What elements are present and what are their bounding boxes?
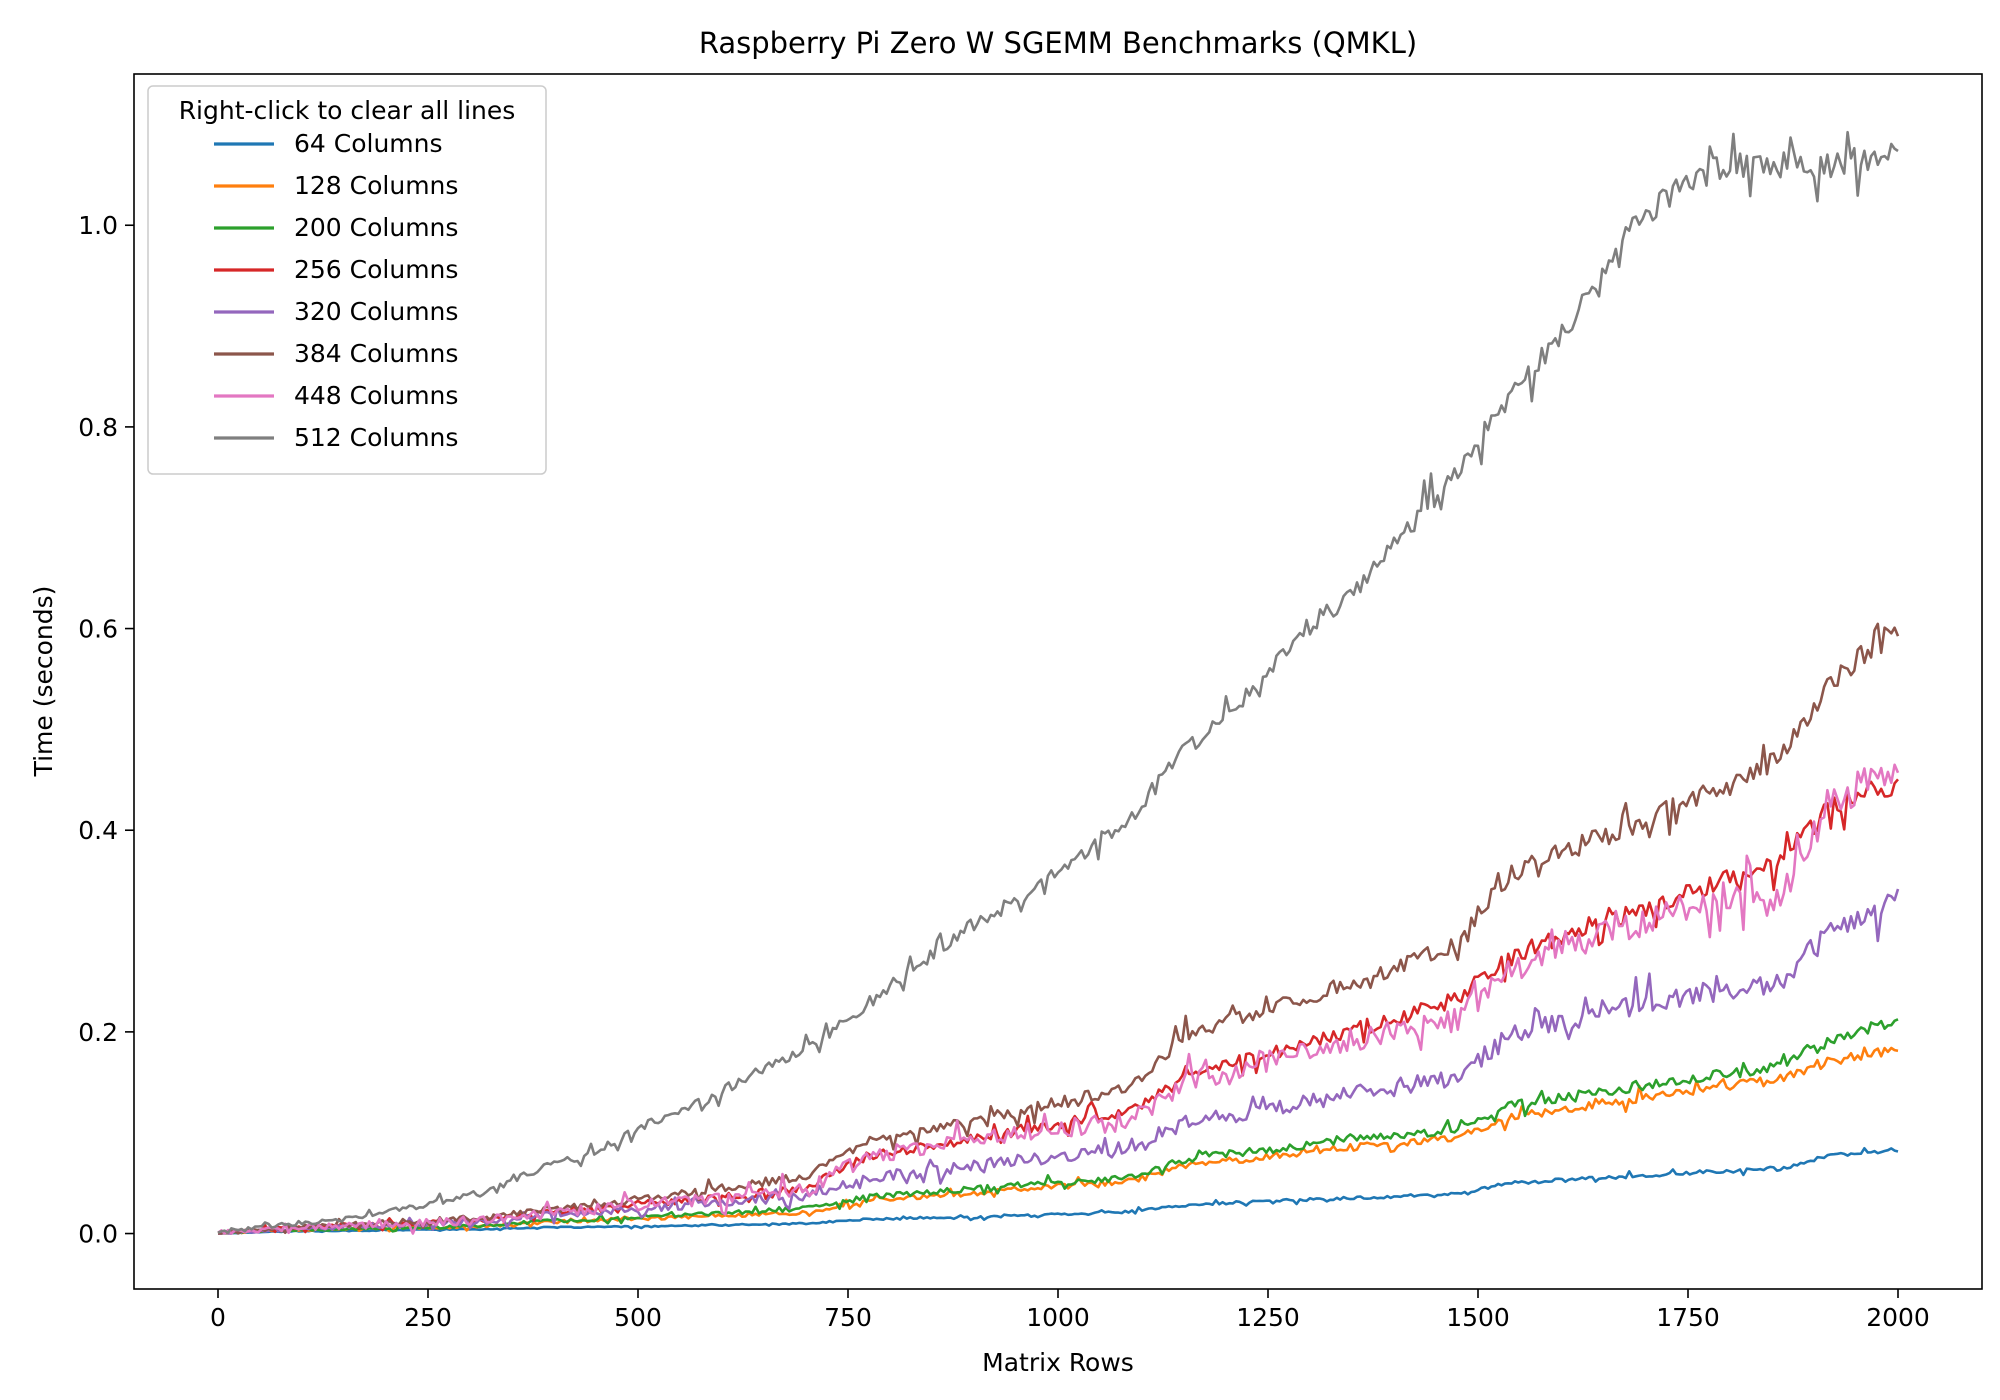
legend-label: 320 Columns: [294, 297, 458, 326]
y-tick-label: 0.8: [78, 413, 118, 442]
legend-item[interactable]: 256 Columns: [214, 255, 458, 284]
series-line-64[interactable]: [217, 1147, 1899, 1235]
legend-label: 512 Columns: [294, 423, 458, 452]
series-layer: [217, 130, 1900, 1235]
legend-title[interactable]: Right-click to clear all lines: [179, 96, 516, 125]
y-tick-label: 0.4: [78, 816, 118, 845]
x-tick-label: 1250: [1236, 1303, 1300, 1332]
legend-item[interactable]: 128 Columns: [214, 171, 458, 200]
series-line-448[interactable]: [217, 763, 1900, 1235]
legend-label: 256 Columns: [294, 255, 458, 284]
y-tick-label: 1.0: [78, 211, 118, 240]
legend[interactable]: Right-click to clear all lines 64 Column…: [147, 85, 547, 475]
x-axis-label: Matrix Rows: [982, 1348, 1134, 1377]
x-tick-label: 1750: [1656, 1303, 1720, 1332]
x-tick-label: 1500: [1446, 1303, 1510, 1332]
legend-items[interactable]: 64 Columns 128 Columns 200 Columns 256 Colu…: [214, 129, 458, 452]
y-tick-label: 0.2: [78, 1018, 118, 1047]
x-tick-label: 750: [824, 1303, 872, 1332]
series-line-320[interactable]: [218, 888, 1900, 1235]
legend-item[interactable]: 448 Columns: [214, 381, 458, 410]
legend-label: 448 Columns: [294, 381, 458, 410]
legend-box: [147, 85, 547, 475]
y-tick-label: 0.6: [78, 615, 118, 644]
y-axis-ticks: 0.0 0.2 0.4 0.6 0.8 1.0: [78, 211, 134, 1249]
series-line-512[interactable]: [217, 130, 1899, 1234]
x-tick-label: 1000: [1026, 1303, 1090, 1332]
legend-item[interactable]: 64 Columns: [214, 129, 443, 158]
legend-item[interactable]: 384 Columns: [214, 339, 458, 368]
legend-item[interactable]: 512 Columns: [214, 423, 458, 452]
x-axis-ticks: 0 250 500 750 1000 1250 1500 1750 2000: [210, 1289, 1930, 1332]
legend-label: 200 Columns: [294, 213, 458, 242]
chart-title: Raspberry Pi Zero W SGEMM Benchmarks (QM…: [699, 26, 1417, 60]
x-tick-label: 500: [614, 1303, 662, 1332]
x-tick-label: 0: [210, 1303, 226, 1332]
legend-item[interactable]: 200 Columns: [214, 213, 458, 242]
legend-label: 128 Columns: [294, 171, 458, 200]
legend-label: 64 Columns: [294, 129, 443, 158]
legend-item[interactable]: 320 Columns: [214, 297, 458, 326]
x-tick-label: 250: [404, 1303, 452, 1332]
y-tick-label: 0.0: [78, 1220, 118, 1249]
series-line-200[interactable]: [217, 1018, 1899, 1235]
x-tick-label: 2000: [1866, 1303, 1930, 1332]
y-axis-label[interactable]: Time (seconds): [29, 586, 58, 778]
legend-label: 384 Columns: [294, 339, 458, 368]
